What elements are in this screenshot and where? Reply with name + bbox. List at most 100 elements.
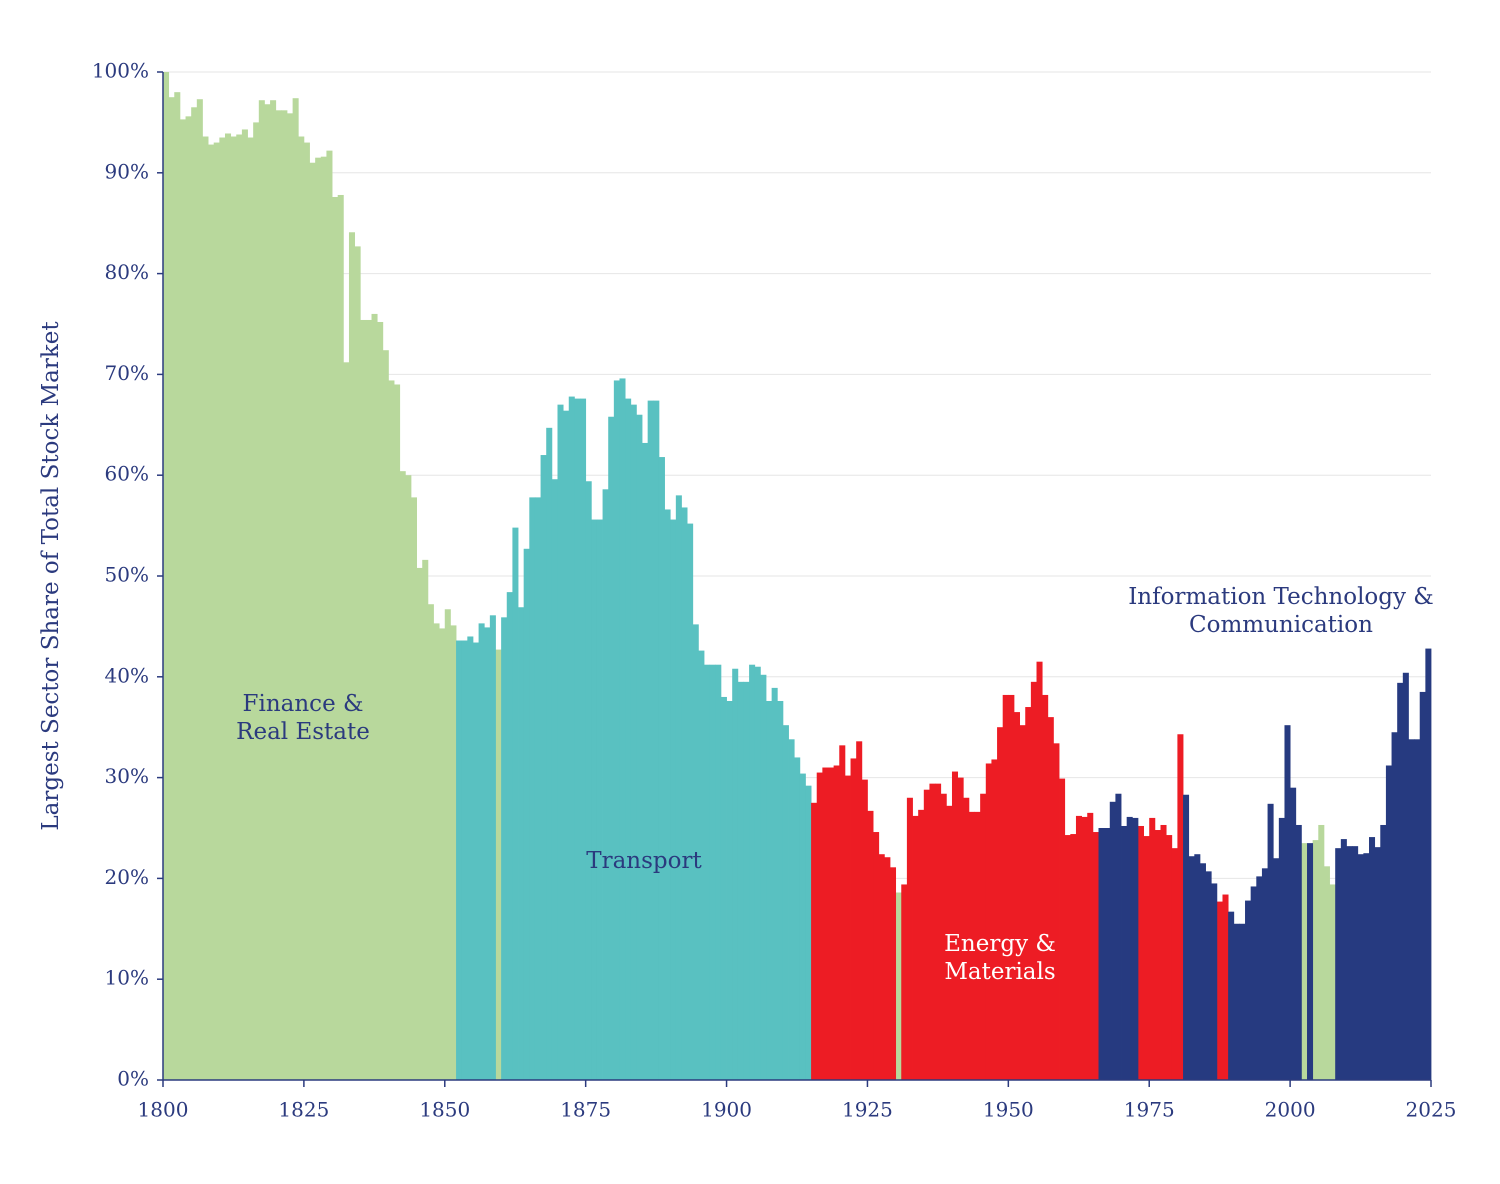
- x-tick-label: 1900: [701, 1098, 752, 1122]
- bar: [546, 427, 553, 1081]
- bar: [1194, 854, 1201, 1080]
- bar: [732, 668, 739, 1080]
- bar: [348, 232, 356, 1081]
- bar: [743, 681, 750, 1080]
- bar: [1013, 712, 1021, 1080]
- sector-label: Information Technology &: [1128, 584, 1434, 610]
- bar: [1402, 672, 1409, 1080]
- bar: [968, 811, 975, 1080]
- bar: [309, 162, 316, 1081]
- bar: [326, 150, 333, 1080]
- bar: [382, 350, 389, 1080]
- bar: [1228, 911, 1235, 1080]
- bar: [484, 627, 491, 1080]
- bar: [1166, 835, 1173, 1080]
- bar: [422, 559, 429, 1080]
- bar: [1256, 876, 1263, 1080]
- bar: [1205, 871, 1212, 1080]
- bar: [1025, 707, 1032, 1080]
- bar: [1081, 816, 1088, 1080]
- bar: [715, 664, 722, 1080]
- bar: [196, 99, 203, 1080]
- bar: [1109, 801, 1116, 1080]
- bar: [782, 725, 789, 1080]
- bar: [501, 617, 508, 1080]
- bar: [1036, 661, 1043, 1080]
- bar: [174, 92, 181, 1080]
- bar: [303, 142, 310, 1080]
- bar: [394, 384, 401, 1081]
- bar: [906, 797, 913, 1080]
- bar: [940, 793, 947, 1080]
- bar: [1002, 694, 1009, 1080]
- bar: [540, 455, 547, 1080]
- bar: [1177, 734, 1184, 1080]
- bar: [1323, 866, 1330, 1080]
- bar: [658, 457, 665, 1080]
- bar: [185, 116, 192, 1081]
- bar: [224, 133, 232, 1080]
- bar: [439, 628, 446, 1080]
- bar: [461, 640, 468, 1080]
- bar: [557, 404, 564, 1080]
- bar: [754, 666, 761, 1080]
- bar: [596, 519, 603, 1080]
- bar: [850, 758, 857, 1080]
- bar: [985, 763, 992, 1080]
- bar: [1008, 694, 1015, 1080]
- sector-label: Communication: [1189, 612, 1373, 638]
- bar: [720, 696, 727, 1080]
- bar: [1419, 691, 1426, 1080]
- bar: [343, 362, 350, 1081]
- bar: [619, 378, 626, 1080]
- bar: [399, 471, 406, 1081]
- bar: [1346, 846, 1353, 1080]
- bar: [168, 97, 175, 1080]
- bar: [236, 134, 243, 1081]
- bar: [861, 779, 868, 1080]
- bar: [1250, 886, 1257, 1080]
- bar: [957, 777, 964, 1080]
- bar: [247, 137, 254, 1080]
- bar: [472, 642, 479, 1080]
- bar: [191, 107, 198, 1080]
- bar: [1042, 694, 1049, 1080]
- bar: [1030, 681, 1037, 1080]
- bar: [878, 854, 885, 1080]
- bar: [833, 765, 840, 1080]
- bar: [777, 700, 784, 1080]
- bar: [844, 775, 851, 1080]
- bar: [670, 519, 677, 1080]
- bar: [1374, 847, 1381, 1080]
- bar: [253, 122, 260, 1080]
- bar: [653, 400, 660, 1080]
- bar: [625, 398, 632, 1080]
- bar: [241, 129, 248, 1080]
- bar: [1160, 824, 1167, 1080]
- bar: [912, 815, 919, 1080]
- bar: [1363, 853, 1370, 1080]
- bar: [1019, 725, 1026, 1080]
- bar: [811, 802, 818, 1080]
- bar: [219, 137, 226, 1080]
- bar: [1222, 894, 1229, 1080]
- bar: [923, 789, 930, 1080]
- bar: [839, 745, 846, 1080]
- bar: [580, 398, 587, 1080]
- bar: [365, 319, 372, 1080]
- bar: [512, 527, 519, 1080]
- bar: [895, 892, 902, 1080]
- bar: [568, 396, 575, 1080]
- bar: [286, 113, 294, 1080]
- bar: [884, 857, 891, 1080]
- sector-label: Finance &: [243, 691, 364, 717]
- bar: [591, 519, 598, 1080]
- bar: [1357, 854, 1364, 1080]
- bar: [698, 650, 705, 1080]
- bar: [935, 783, 942, 1080]
- bar: [647, 400, 654, 1080]
- y-tick-label: 10%: [105, 966, 149, 990]
- bar: [737, 681, 744, 1080]
- bar: [1340, 839, 1347, 1080]
